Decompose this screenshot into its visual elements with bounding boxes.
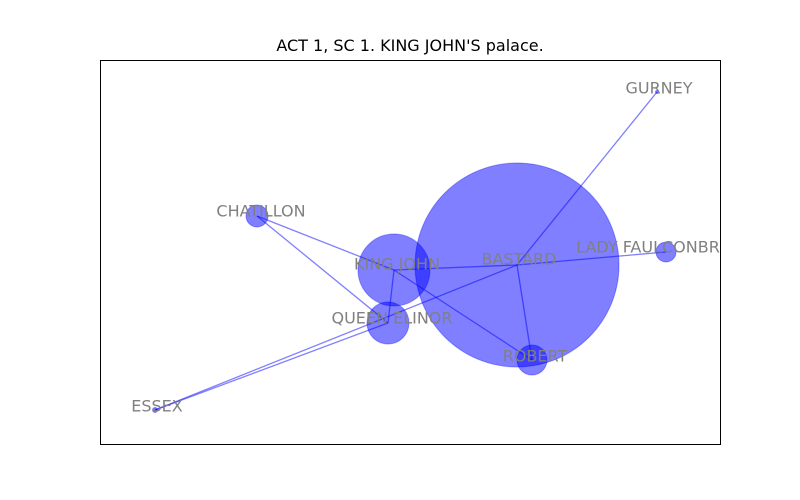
- nodes-layer: [152, 90, 677, 413]
- plot-frame: [100, 60, 721, 445]
- labels-layer: BASTARD KING JOHN QUEEN ELINOR ROBERT CHATIL…: [131, 79, 720, 416]
- node-robert: [516, 344, 548, 376]
- node-label-essex: ESSEX: [131, 397, 183, 416]
- node-label-bastard: BASTARD: [482, 250, 557, 269]
- node-label-gurney: GURNEY: [625, 79, 692, 98]
- node-label-robert: ROBERT: [503, 347, 568, 366]
- figure-title: ACT 1, SC 1. KING JOHN'S palace.: [276, 36, 544, 55]
- node-chatillon: [245, 204, 269, 228]
- node-label-chatillon: CHATILLON: [216, 202, 305, 221]
- node-queen-elinor: [366, 301, 410, 345]
- edge-queen_elinor-essex: [154, 322, 389, 411]
- edge-queen_elinor-chatillon: [256, 215, 389, 324]
- node-label-lady-faulconbridge: LADY FAULCONBR: [576, 238, 720, 257]
- node-label-king-john: KING JOHN: [354, 255, 440, 274]
- node-essex: [152, 407, 158, 413]
- node-gurney: [655, 90, 659, 94]
- node-lady-faulconbridge: [655, 241, 677, 263]
- node-label-queen-elinor: QUEEN ELINOR: [332, 309, 453, 328]
